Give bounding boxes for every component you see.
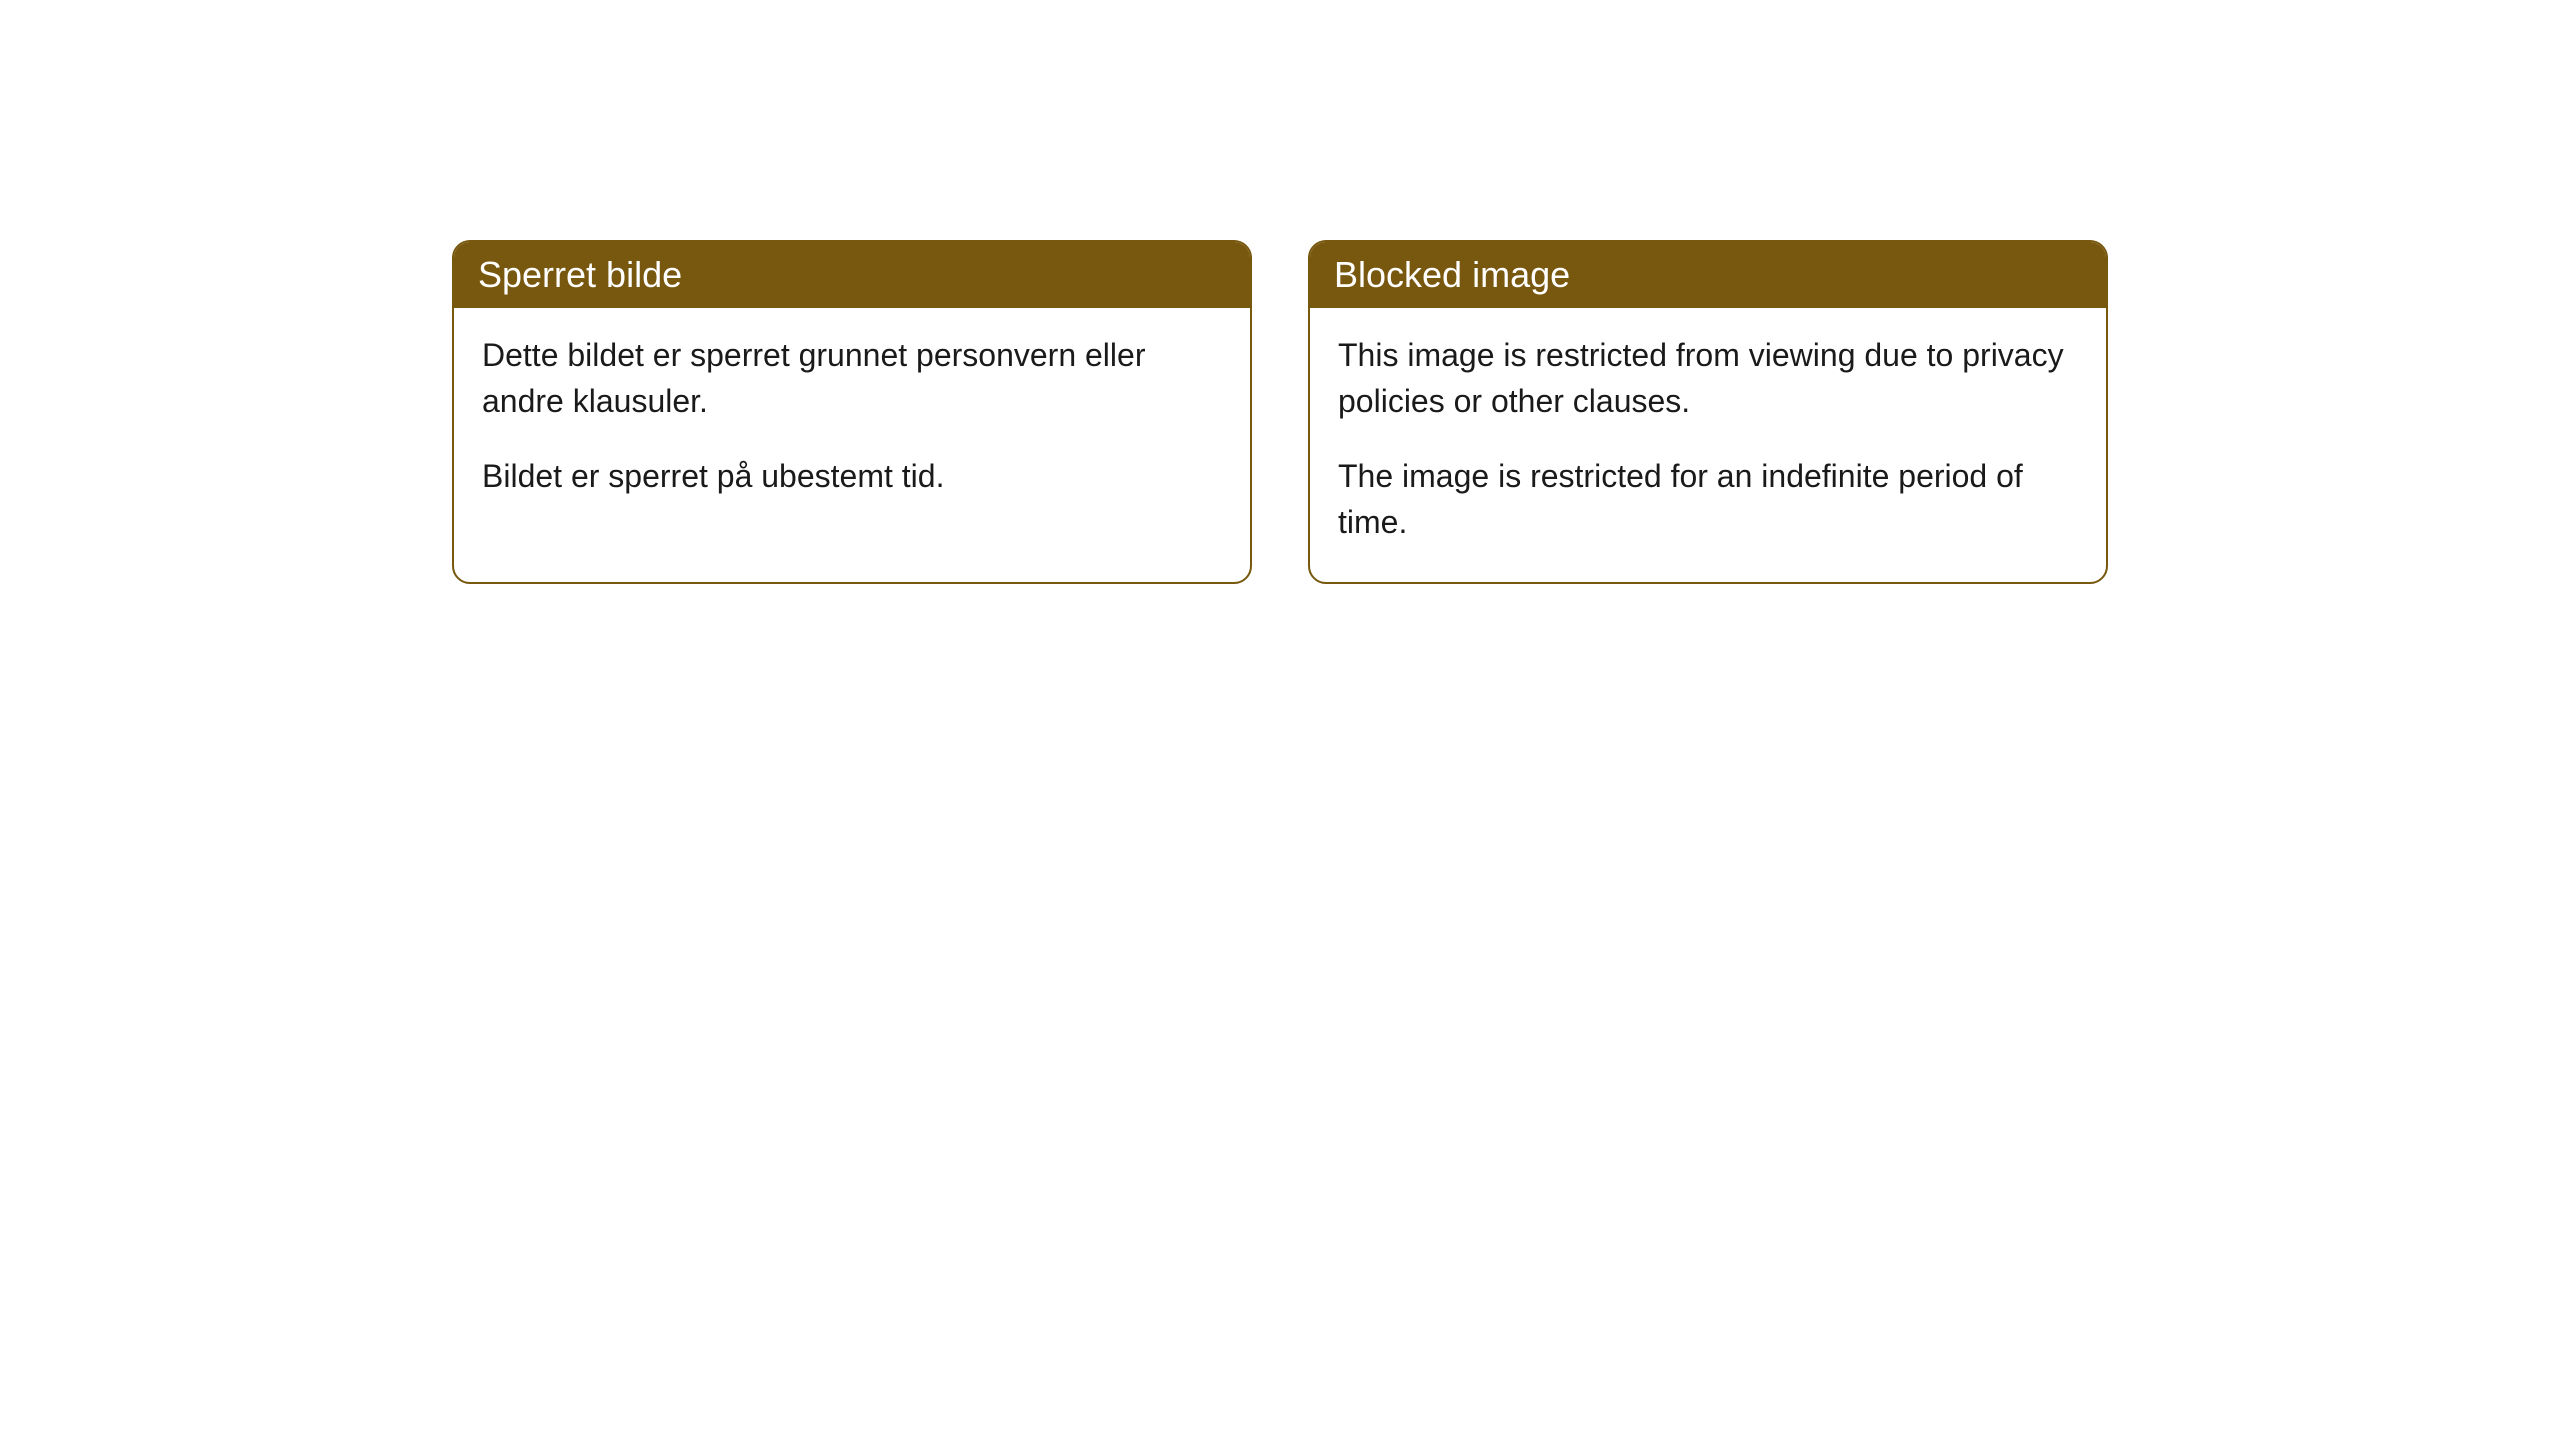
notice-card-english: Blocked image This image is restricted f… — [1308, 240, 2108, 584]
notice-card-norwegian: Sperret bilde Dette bildet er sperret gr… — [452, 240, 1252, 584]
notice-title: Blocked image — [1334, 254, 1570, 295]
notice-container: Sperret bilde Dette bildet er sperret gr… — [0, 240, 2560, 584]
notice-paragraph: Bildet er sperret på ubestemt tid. — [482, 453, 1222, 499]
notice-header-english: Blocked image — [1310, 242, 2106, 308]
notice-body-english: This image is restricted from viewing du… — [1310, 308, 2106, 582]
notice-title: Sperret bilde — [478, 254, 682, 295]
notice-header-norwegian: Sperret bilde — [454, 242, 1250, 308]
notice-paragraph: The image is restricted for an indefinit… — [1338, 453, 2078, 546]
notice-paragraph: Dette bildet er sperret grunnet personve… — [482, 332, 1222, 425]
notice-body-norwegian: Dette bildet er sperret grunnet personve… — [454, 308, 1250, 535]
notice-paragraph: This image is restricted from viewing du… — [1338, 332, 2078, 425]
